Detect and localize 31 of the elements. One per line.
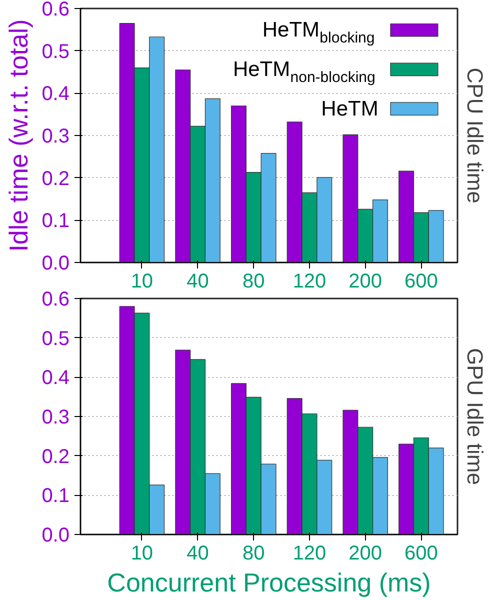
x-tick-label: 120 bbox=[292, 270, 326, 292]
y-tick-label: 0.2 bbox=[42, 168, 70, 190]
x-tick-label: 80 bbox=[242, 542, 265, 564]
y-tick-label: 0.6 bbox=[42, 0, 70, 20]
x-tick-label: 40 bbox=[186, 270, 209, 292]
y-tick-label: 0.3 bbox=[42, 406, 70, 428]
x-tick-label: 120 bbox=[292, 542, 326, 564]
y-tick-label: 0.0 bbox=[42, 252, 70, 274]
x-tick-label: 10 bbox=[130, 270, 154, 292]
legend-label: HeTM bbox=[321, 97, 378, 120]
y-tick-label: 0.2 bbox=[42, 446, 70, 468]
y-tick-label: 0.4 bbox=[42, 83, 70, 106]
x-tick-label: 40 bbox=[186, 542, 209, 564]
text: CPU Idle time bbox=[462, 68, 488, 204]
y-tick-label: 0.1 bbox=[42, 485, 70, 508]
x-tick-label: 600 bbox=[404, 542, 438, 564]
y-tick-label: 0.5 bbox=[42, 328, 70, 350]
x-tick-label: 80 bbox=[242, 270, 265, 292]
y-tick-label: 0.4 bbox=[42, 367, 70, 390]
y-tick-label: 0.1 bbox=[42, 210, 70, 232]
x-tick-label: 10 bbox=[130, 542, 154, 564]
y-axis-title: Idle time (w.r.t. total) bbox=[4, 19, 34, 252]
y-tick-label: 0.5 bbox=[42, 40, 70, 63]
y-tick-label: 0.0 bbox=[42, 524, 70, 546]
x-tick-label: 600 bbox=[404, 270, 438, 292]
text: GPU Idle time bbox=[462, 348, 488, 485]
x-tick-label: 200 bbox=[348, 542, 382, 564]
x-tick-label: 200 bbox=[348, 270, 382, 292]
y-tick-label: 0.3 bbox=[42, 126, 70, 148]
x-axis-title: Concurrent Processing (ms) bbox=[107, 568, 431, 598]
y-tick-label: 0.6 bbox=[42, 288, 70, 310]
